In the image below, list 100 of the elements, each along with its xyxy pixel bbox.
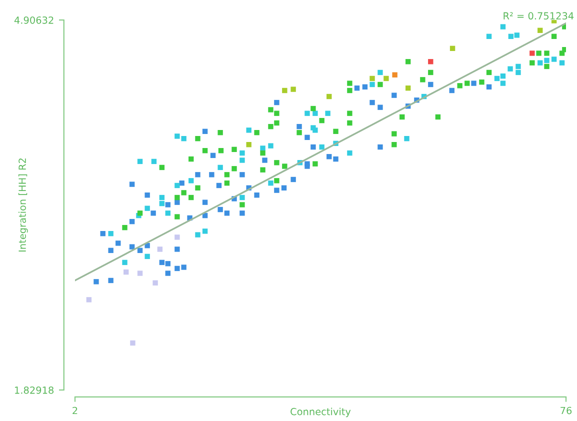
point <box>224 172 230 178</box>
point <box>282 164 288 169</box>
point <box>159 194 165 200</box>
point <box>144 192 150 198</box>
point <box>347 150 352 156</box>
point <box>165 202 170 208</box>
point <box>260 150 266 156</box>
point <box>254 130 260 136</box>
point <box>174 182 180 188</box>
point <box>274 160 280 166</box>
point <box>179 180 184 186</box>
point <box>538 28 543 33</box>
point <box>224 210 230 216</box>
point <box>246 142 252 148</box>
point <box>122 260 128 266</box>
point <box>129 182 135 187</box>
point <box>181 264 186 270</box>
point <box>405 85 411 91</box>
point <box>240 210 245 216</box>
point <box>137 158 143 164</box>
point <box>174 266 180 272</box>
point <box>174 194 180 200</box>
point <box>108 278 114 284</box>
point <box>319 144 324 150</box>
point <box>544 58 550 64</box>
point <box>449 88 454 94</box>
point <box>232 166 237 172</box>
point <box>312 128 318 133</box>
point <box>508 34 514 39</box>
point <box>304 161 310 166</box>
point <box>274 188 280 193</box>
point <box>310 144 316 150</box>
point <box>392 142 397 148</box>
point <box>195 232 200 238</box>
point <box>405 59 411 64</box>
point <box>274 110 280 116</box>
point <box>326 154 332 160</box>
point <box>202 228 208 234</box>
point <box>296 124 302 130</box>
point <box>86 297 92 302</box>
point <box>144 254 150 260</box>
point <box>174 234 180 240</box>
point <box>500 73 506 79</box>
point <box>325 110 330 116</box>
point <box>130 340 136 346</box>
point <box>202 128 208 134</box>
point <box>370 82 375 88</box>
point <box>404 136 410 142</box>
point <box>347 110 352 116</box>
point <box>514 32 520 38</box>
point <box>159 260 165 266</box>
point <box>333 128 338 134</box>
point <box>354 85 360 91</box>
point <box>304 110 310 116</box>
point <box>428 82 434 88</box>
point <box>224 180 230 186</box>
point <box>428 59 434 64</box>
point <box>246 128 252 133</box>
point <box>296 130 302 136</box>
point <box>290 176 296 182</box>
point <box>435 114 441 120</box>
point <box>551 56 557 62</box>
x-tick-label: 2 <box>72 406 78 414</box>
point <box>181 136 186 142</box>
point <box>428 70 434 76</box>
point <box>260 167 266 172</box>
point <box>210 152 216 158</box>
point <box>500 24 506 30</box>
point <box>240 150 245 156</box>
point <box>218 148 224 154</box>
point <box>195 172 200 178</box>
point <box>240 172 245 178</box>
point <box>362 84 368 90</box>
point <box>282 88 288 94</box>
point <box>378 144 383 150</box>
point <box>312 161 318 166</box>
point <box>516 64 521 70</box>
point <box>333 156 338 162</box>
point <box>137 248 143 254</box>
point <box>486 70 492 76</box>
point <box>384 76 389 82</box>
point <box>290 86 296 92</box>
point <box>188 156 194 162</box>
point <box>174 200 180 205</box>
point <box>218 164 223 170</box>
point <box>326 94 332 100</box>
point <box>312 110 318 116</box>
point <box>268 124 274 130</box>
point <box>157 246 163 252</box>
point <box>392 92 397 98</box>
point <box>551 34 557 39</box>
x-axis-title: Connectivity <box>290 408 351 418</box>
point <box>165 261 170 266</box>
point <box>159 164 165 170</box>
point <box>188 194 194 200</box>
point <box>232 146 237 152</box>
point <box>268 180 274 186</box>
point <box>370 76 375 82</box>
point <box>347 88 352 94</box>
point <box>464 80 470 86</box>
